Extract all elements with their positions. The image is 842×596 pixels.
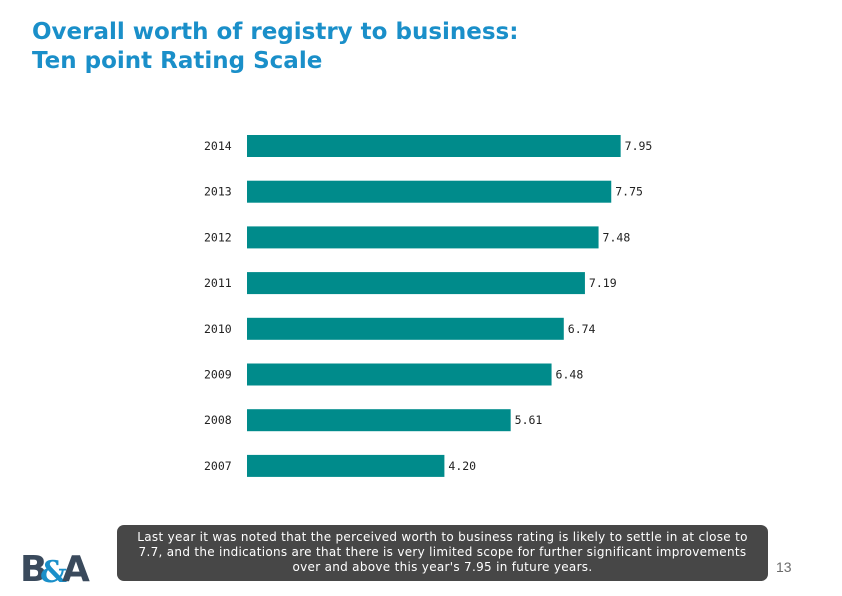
value-label-2012: 7.48 — [603, 230, 631, 244]
bar-2014 — [247, 135, 621, 157]
value-label-2009: 6.48 — [556, 368, 584, 382]
svg-text:A: A — [62, 549, 90, 586]
bar-2009 — [247, 363, 552, 386]
category-label-2009: 2009 — [204, 368, 232, 382]
ba-logo-icon: B & A — [20, 549, 90, 586]
page-title-line-2: Ten point Rating Scale — [32, 48, 323, 74]
bar-2007 — [247, 454, 445, 477]
value-label-2014: 7.95 — [625, 139, 653, 153]
bar-chart: 2014 7.95 2013 7.75 2012 7.48 2011 7.19 2010 6.74… — [204, 135, 653, 477]
bar-2008 — [247, 409, 511, 432]
category-label-2014: 2014 — [204, 139, 232, 153]
category-label-2007: 2007 — [204, 459, 232, 473]
value-label-2008: 5.61 — [515, 413, 543, 427]
summary-callout: Last year it was noted that the perceive… — [117, 525, 768, 581]
value-label-2011: 7.19 — [589, 276, 617, 290]
bar-2011 — [247, 272, 585, 295]
category-label-2012: 2012 — [204, 230, 232, 244]
page-title: Overall worth of registry to business: T… — [32, 18, 518, 76]
svg-text:&: & — [40, 555, 67, 586]
summary-callout-text: Last year it was noted that the perceive… — [137, 530, 748, 574]
category-label-2011: 2011 — [204, 276, 232, 290]
page-number: 13 — [776, 559, 792, 575]
category-label-2010: 2010 — [204, 322, 232, 336]
category-label-2008: 2008 — [204, 413, 232, 427]
value-label-2007: 4.20 — [448, 459, 476, 473]
value-label-2010: 6.74 — [568, 322, 596, 336]
bar-2012 — [247, 226, 599, 249]
value-label-2013: 7.75 — [615, 185, 643, 199]
bar-2010 — [247, 317, 564, 340]
category-label-2013: 2013 — [204, 185, 232, 199]
page-title-line-1: Overall worth of registry to business: — [32, 19, 519, 45]
bar-2013 — [247, 180, 612, 203]
